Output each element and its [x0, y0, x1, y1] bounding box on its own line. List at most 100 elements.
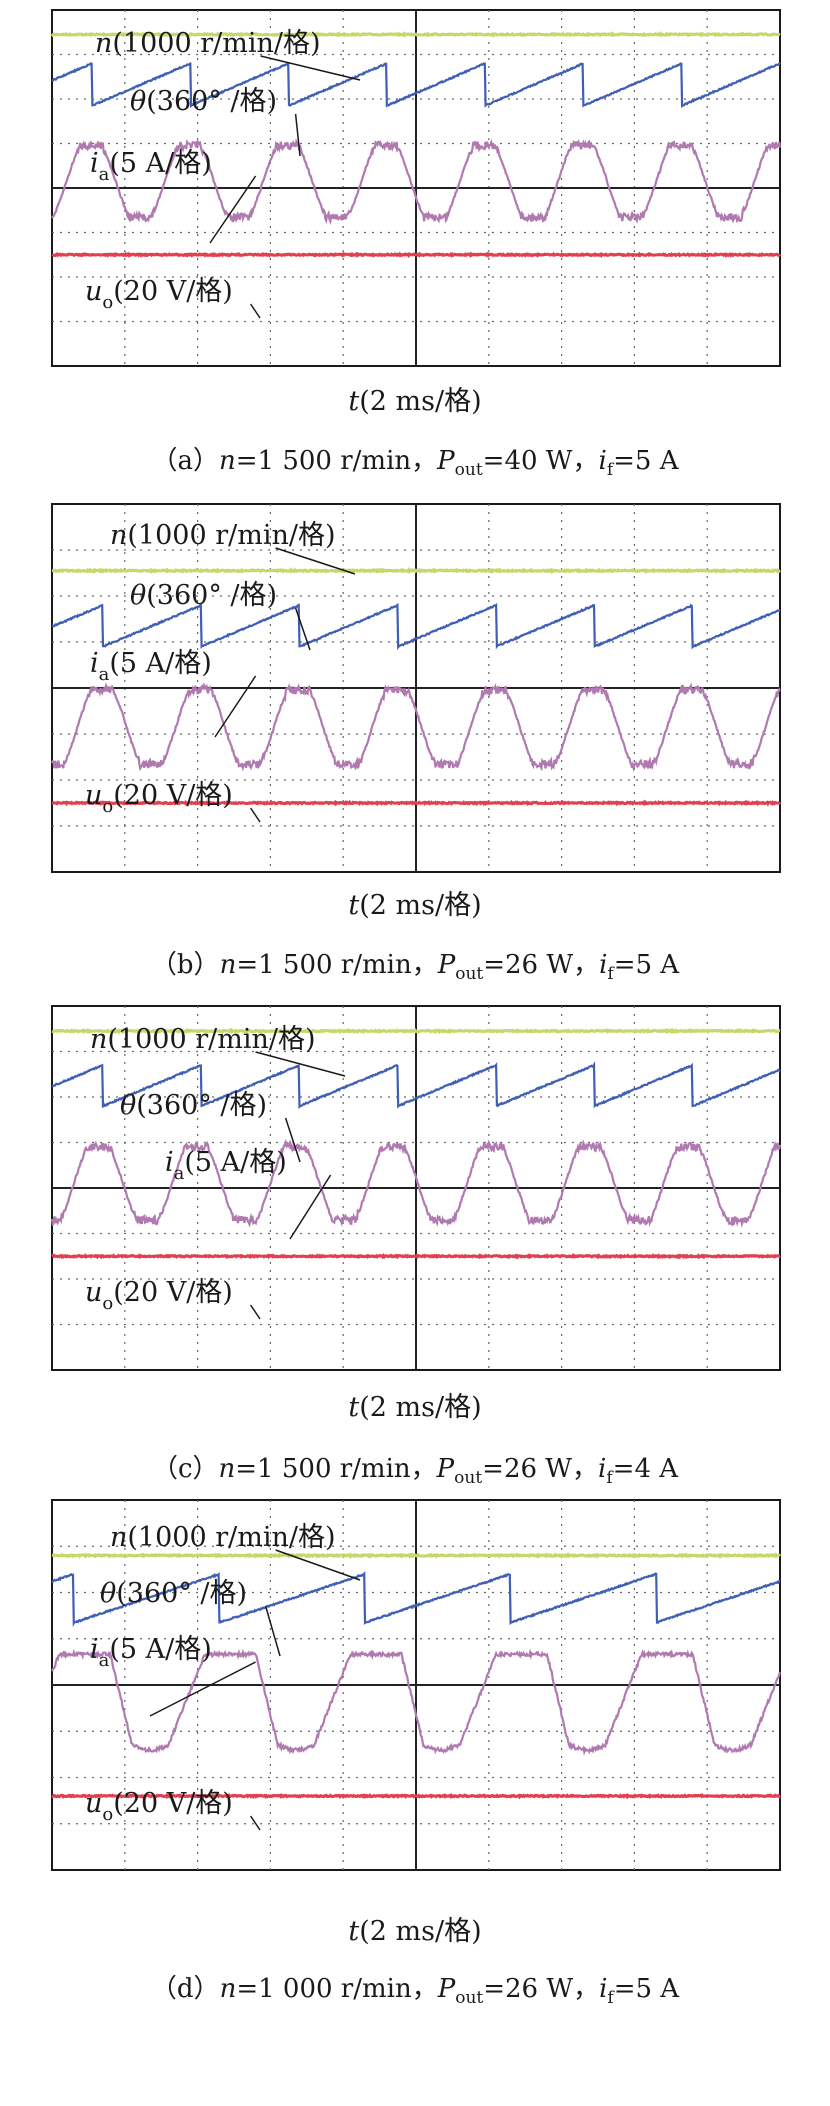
trace-label-symbol: i — [90, 148, 99, 179]
scope-panel-b: n(1000 r/min/格) θ(360° /格) ia(5 A/格) uo(20 … — [0, 494, 830, 984]
caption-speed-symbol: n — [218, 1454, 236, 1484]
trace-label-subscript: o — [102, 1293, 113, 1314]
trace-label-subscript: a — [174, 1163, 185, 1184]
trace-label-symbol: n — [95, 28, 112, 59]
caption-field-current-subscript: f — [606, 1468, 613, 1489]
trace-uo — [51, 1792, 782, 1800]
trace-ia — [51, 1648, 782, 1756]
trace-label-symbol: n — [110, 520, 127, 551]
trace-label-scale: (1000 r/min/格) — [127, 1522, 335, 1553]
caption-power-subscript: out — [455, 964, 484, 985]
trace-theta — [51, 602, 781, 651]
x-axis-label: t(2 ms/格) — [348, 386, 481, 417]
caption-power-value: =26 W， — [483, 950, 600, 980]
scope-grid — [51, 1499, 781, 1871]
trace-n — [50, 31, 781, 38]
caption-speed-value: =1 000 r/min， — [236, 1974, 438, 2004]
caption-speed-symbol: n — [219, 950, 237, 980]
x-axis-symbol: t — [348, 890, 359, 921]
trace-label-ia: ia(5 A/格) — [90, 1634, 212, 1671]
trace-label-scale: (20 V/格) — [113, 780, 233, 811]
leader-line-theta — [264, 1605, 281, 1657]
trace-label-theta: θ(360° /格) — [130, 86, 277, 117]
trace-label-theta: θ(360° /格) — [130, 580, 277, 611]
caption-field-current-symbol: i — [598, 446, 607, 476]
caption-field-current-value: =5 A — [613, 950, 680, 980]
trace-label-scale: (360° /格) — [146, 86, 277, 117]
x-axis-label: t(2 ms/格) — [348, 1916, 481, 1947]
leader-line-ia — [149, 1661, 256, 1717]
trace-n — [51, 567, 781, 575]
trace-theta — [51, 1571, 781, 1628]
caption-power-subscript: out — [454, 1468, 483, 1489]
x-axis-scale: (2 ms/格) — [359, 1392, 481, 1423]
scope-grid — [51, 9, 781, 367]
trace-label-symbol: n — [90, 1024, 107, 1055]
caption-field-current-value: =5 A — [613, 1974, 680, 2004]
leader-line-n — [255, 1051, 346, 1077]
trace-label-symbol: θ — [130, 86, 146, 117]
trace-label-scale: (1000 r/min/格) — [107, 1024, 315, 1055]
trace-label-subscript: a — [99, 664, 110, 685]
trace-label-subscript: o — [102, 796, 113, 817]
oscilloscope-plot: n(1000 r/min/格)θ(360° /格)ia(5 A/格)uo(20 … — [50, 9, 782, 417]
leader-line-theta — [294, 607, 311, 651]
trace-ia — [50, 1138, 782, 1229]
trace-label-uo: uo(20 V/格) — [85, 780, 233, 817]
trace-label-scale: (5 A/格) — [184, 1147, 286, 1178]
trace-label-scale: (360° /格) — [146, 580, 277, 611]
caption-field-current-value: =5 A — [613, 446, 679, 476]
trace-label-subscript: a — [99, 1650, 110, 1671]
oscilloscope-plot: n(1000 r/min/格)θ(360° /格)ia(5 A/格)uo(20 … — [51, 1499, 782, 1947]
leader-line-n — [260, 55, 361, 81]
caption-tag: （b） — [150, 950, 220, 980]
leader-line-uo — [249, 303, 261, 319]
scope-panel-a: n(1000 r/min/格) θ(360° /格) ia(5 A/格) uo(20 … — [0, 0, 830, 480]
caption-field-current-subscript: f — [606, 460, 614, 481]
trace-label-symbol: u — [85, 1277, 102, 1308]
caption-power-value: =26 W， — [482, 1454, 599, 1484]
leader-line-uo — [249, 1304, 261, 1320]
trace-theta — [51, 62, 781, 109]
leader-line-uo — [249, 1815, 261, 1831]
caption-field-current-value: =4 A — [612, 1454, 679, 1484]
panel-caption: （a）n=1 500 r/min，Pout=40 W，if=5 A — [0, 440, 830, 480]
x-axis-symbol: t — [348, 1916, 359, 1947]
trace-label-scale: (20 V/格) — [113, 276, 233, 307]
trace-label-symbol: u — [85, 780, 102, 811]
trace-label-n: n(1000 r/min/格) — [90, 1024, 315, 1055]
oscilloscope-plot: n(1000 r/min/格) θ(360° /格) ia(5 A/格) uo(20 … — [50, 1005, 782, 1423]
caption-power-symbol: P — [437, 1974, 456, 2004]
leader-line-ia — [209, 175, 257, 244]
trace-label-symbol: i — [90, 648, 99, 679]
panel-caption: （d）n=1 000 r/min，Pout=26 W，if=5 A — [0, 1968, 830, 2008]
scope-panel-c: n(1000 r/min/格) θ(360° /格) ia(5 A/格) uo(20 … — [0, 996, 830, 1488]
scope-grid — [51, 503, 781, 873]
trace-label-symbol: u — [85, 276, 102, 307]
trace-ia — [50, 682, 781, 773]
trace-label-uo: uo(20 V/格) — [85, 276, 233, 313]
trace-label-scale: (5 A/格) — [109, 148, 211, 179]
trace-label-n: n(1000 r/min/格) — [110, 520, 335, 551]
caption-speed-symbol: n — [219, 1974, 237, 2004]
trace-label-subscript: o — [102, 292, 113, 313]
trace-label-uo: uo(20 V/格) — [85, 1277, 233, 1314]
caption-speed-symbol: n — [219, 446, 236, 476]
caption-field-current-symbol: i — [599, 950, 608, 980]
leader-line-uo — [249, 807, 261, 823]
trace-label-symbol: n — [110, 1522, 127, 1553]
trace-label-theta: θ(360° /格) — [120, 1090, 267, 1121]
caption-tag: （c） — [151, 1454, 219, 1484]
oscilloscope-plot: n(1000 r/min/格) θ(360° /格) ia(5 A/格) uo(20 … — [50, 503, 782, 921]
caption-tag: （a） — [151, 446, 219, 476]
trace-label-scale: (5 A/格) — [109, 1634, 211, 1665]
leader-line-n — [275, 547, 356, 575]
trace-label-symbol: i — [90, 1634, 99, 1665]
trace-label-scale: (5 A/格) — [109, 648, 211, 679]
caption-power-subscript: out — [454, 460, 483, 481]
scope-grid — [51, 1005, 781, 1371]
caption-speed-value: =1 500 r/min， — [235, 1454, 437, 1484]
trace-label-symbol: θ — [100, 1578, 116, 1609]
trace-label-ia: ia(5 A/格) — [165, 1147, 287, 1184]
trace-label-scale: (1000 r/min/格) — [127, 520, 335, 551]
